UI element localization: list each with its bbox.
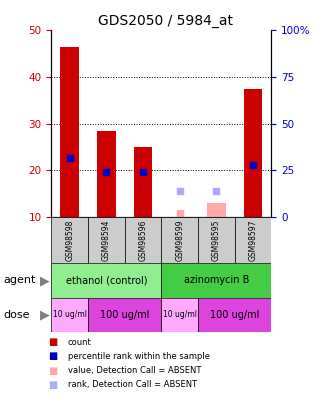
Bar bbox=[125, 217, 161, 263]
Text: GSM98598: GSM98598 bbox=[65, 219, 74, 261]
Text: GDS2050 / 5984_at: GDS2050 / 5984_at bbox=[98, 14, 233, 28]
Bar bbox=[88, 298, 161, 332]
Text: ■: ■ bbox=[48, 337, 58, 347]
Bar bbox=[161, 263, 271, 298]
Text: count: count bbox=[68, 338, 92, 347]
Bar bbox=[134, 147, 152, 217]
Bar bbox=[51, 217, 88, 263]
Bar bbox=[198, 217, 235, 263]
Text: GSM98599: GSM98599 bbox=[175, 219, 184, 261]
Bar bbox=[207, 202, 225, 217]
Text: ■: ■ bbox=[48, 380, 58, 390]
Text: agent: agent bbox=[3, 275, 36, 286]
Text: rank, Detection Call = ABSENT: rank, Detection Call = ABSENT bbox=[68, 380, 197, 389]
Bar bbox=[198, 298, 271, 332]
Text: ethanol (control): ethanol (control) bbox=[66, 275, 147, 286]
Bar bbox=[161, 298, 198, 332]
Text: 10 ug/ml: 10 ug/ml bbox=[53, 310, 87, 320]
Text: GSM98597: GSM98597 bbox=[249, 219, 258, 261]
Text: percentile rank within the sample: percentile rank within the sample bbox=[68, 352, 210, 361]
Bar bbox=[97, 130, 116, 217]
Text: GSM98596: GSM98596 bbox=[138, 219, 148, 261]
Bar bbox=[207, 202, 225, 217]
Text: GSM98595: GSM98595 bbox=[212, 219, 221, 261]
Text: dose: dose bbox=[3, 310, 30, 320]
Bar bbox=[61, 47, 79, 217]
Text: GSM98594: GSM98594 bbox=[102, 219, 111, 261]
Text: ▶: ▶ bbox=[40, 308, 50, 322]
Text: 100 ug/ml: 100 ug/ml bbox=[100, 310, 149, 320]
Bar bbox=[88, 217, 125, 263]
Text: value, Detection Call = ABSENT: value, Detection Call = ABSENT bbox=[68, 366, 201, 375]
Text: azinomycin B: azinomycin B bbox=[184, 275, 249, 286]
Text: ■: ■ bbox=[48, 366, 58, 375]
Text: ■: ■ bbox=[48, 352, 58, 361]
Bar bbox=[51, 263, 161, 298]
Text: 10 ug/ml: 10 ug/ml bbox=[163, 310, 197, 320]
Text: 100 ug/ml: 100 ug/ml bbox=[210, 310, 260, 320]
Bar bbox=[51, 298, 88, 332]
Bar bbox=[235, 217, 271, 263]
Text: ▶: ▶ bbox=[40, 274, 50, 287]
Bar bbox=[244, 89, 262, 217]
Bar bbox=[161, 217, 198, 263]
